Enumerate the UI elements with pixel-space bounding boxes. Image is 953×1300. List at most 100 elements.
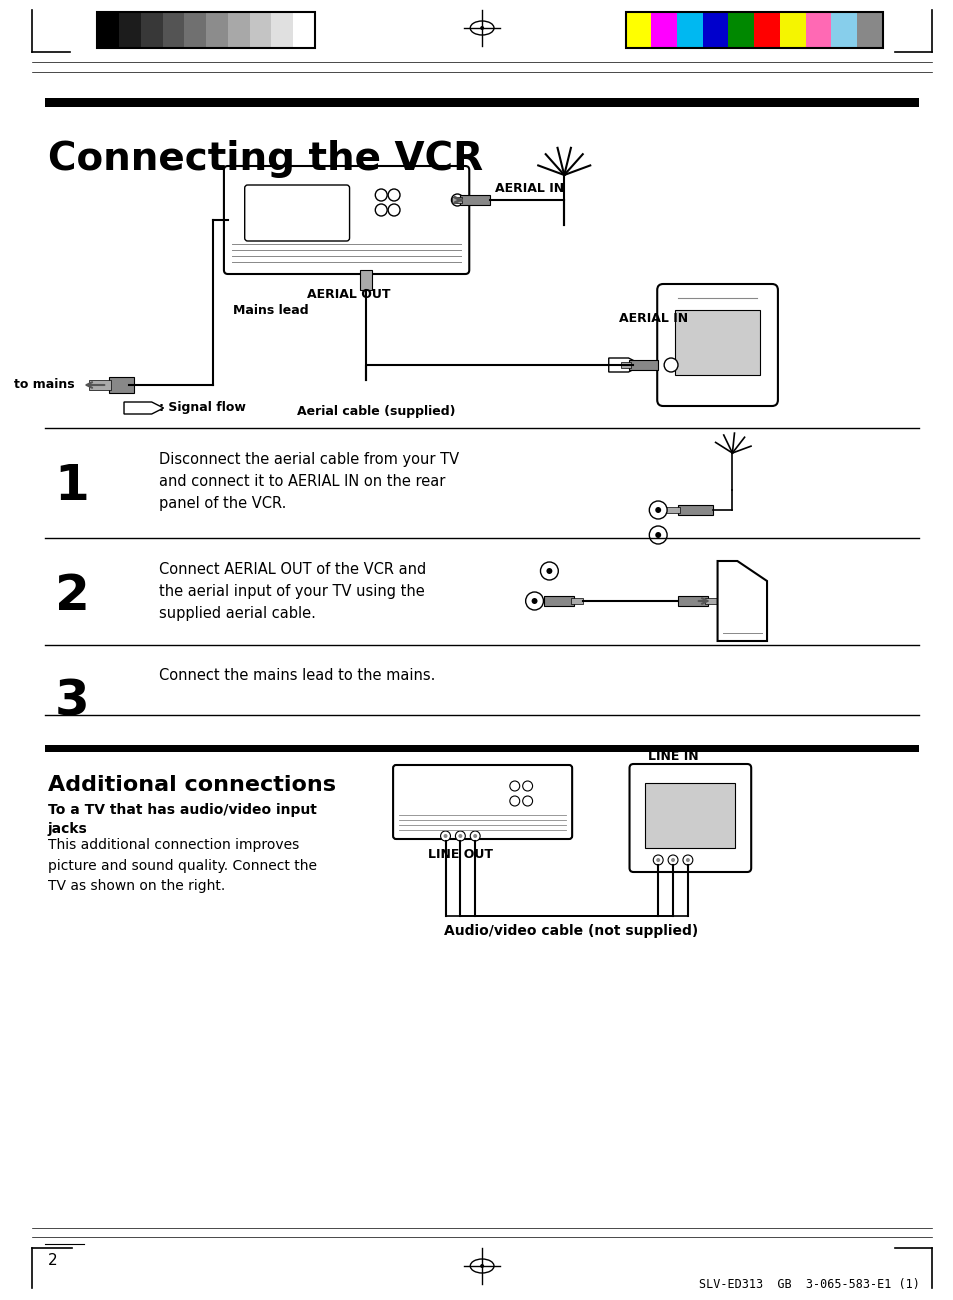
Circle shape xyxy=(473,835,476,838)
Text: Disconnect the aerial cable from your TV
and connect it to AERIAL IN on the rear: Disconnect the aerial cable from your TV… xyxy=(158,452,458,511)
Bar xyxy=(856,12,882,48)
Bar xyxy=(45,98,919,107)
Bar xyxy=(651,12,677,48)
Circle shape xyxy=(540,562,558,580)
Bar xyxy=(228,12,250,48)
Text: 2: 2 xyxy=(48,1253,57,1268)
Text: SLV-ED313  GB  3-065-583-E1 (1): SLV-ED313 GB 3-065-583-E1 (1) xyxy=(698,1278,919,1291)
Bar xyxy=(97,12,314,48)
FancyBboxPatch shape xyxy=(224,166,469,274)
Bar xyxy=(90,380,112,390)
Bar xyxy=(45,745,919,751)
Text: AERIAL OUT: AERIAL OUT xyxy=(307,289,390,302)
Bar xyxy=(141,12,162,48)
Bar xyxy=(625,12,651,48)
Text: : Signal flow: : Signal flow xyxy=(158,402,245,415)
Circle shape xyxy=(509,796,519,806)
Bar xyxy=(460,195,490,205)
Bar xyxy=(702,12,728,48)
Circle shape xyxy=(455,831,465,841)
Circle shape xyxy=(479,1264,483,1268)
Circle shape xyxy=(522,796,532,806)
Text: to mains: to mains xyxy=(14,378,74,391)
Circle shape xyxy=(525,592,543,610)
Bar xyxy=(779,12,804,48)
Circle shape xyxy=(479,26,483,30)
Bar xyxy=(678,504,712,515)
Circle shape xyxy=(531,598,537,604)
Circle shape xyxy=(670,858,675,862)
Bar xyxy=(571,598,582,604)
Text: Aerial cable (supplied): Aerial cable (supplied) xyxy=(296,406,455,419)
Bar xyxy=(620,361,630,368)
Text: 2: 2 xyxy=(54,572,90,620)
Circle shape xyxy=(375,204,387,216)
Text: Connect AERIAL OUT of the VCR and
the aerial input of your TV using the
supplied: Connect AERIAL OUT of the VCR and the ae… xyxy=(158,562,425,621)
Text: Audio/video cable (not supplied): Audio/video cable (not supplied) xyxy=(443,924,698,939)
FancyBboxPatch shape xyxy=(657,283,777,406)
Bar xyxy=(675,309,760,374)
Bar xyxy=(293,12,314,48)
Bar xyxy=(452,198,462,203)
Bar xyxy=(119,12,141,48)
Bar xyxy=(184,12,206,48)
Circle shape xyxy=(388,188,399,202)
Bar xyxy=(830,12,856,48)
Bar xyxy=(109,377,133,393)
Text: To a TV that has audio/video input
jacks: To a TV that has audio/video input jacks xyxy=(48,803,316,836)
FancyBboxPatch shape xyxy=(393,764,572,838)
Circle shape xyxy=(440,831,450,841)
Circle shape xyxy=(443,835,447,838)
Bar xyxy=(678,595,707,606)
FancyArrow shape xyxy=(608,358,641,372)
Bar xyxy=(804,12,830,48)
Bar xyxy=(677,12,702,48)
FancyBboxPatch shape xyxy=(245,185,349,240)
Text: This additional connection improves
picture and sound quality. Connect the
TV as: This additional connection improves pict… xyxy=(48,838,316,893)
Text: Mains lead: Mains lead xyxy=(233,303,308,316)
Circle shape xyxy=(656,858,659,862)
Circle shape xyxy=(667,855,678,865)
Bar xyxy=(728,12,754,48)
FancyArrow shape xyxy=(124,402,163,413)
Polygon shape xyxy=(717,562,766,641)
Bar xyxy=(704,598,716,604)
Circle shape xyxy=(653,855,662,865)
Bar xyxy=(625,12,882,48)
Bar xyxy=(162,12,184,48)
Text: Additional connections: Additional connections xyxy=(48,775,335,796)
Circle shape xyxy=(522,781,532,790)
Circle shape xyxy=(470,831,479,841)
Circle shape xyxy=(649,526,666,543)
Text: 1: 1 xyxy=(54,462,90,510)
Circle shape xyxy=(388,204,399,216)
Bar xyxy=(97,12,119,48)
Text: LINE IN: LINE IN xyxy=(647,750,698,763)
Bar xyxy=(544,595,574,606)
Circle shape xyxy=(546,568,552,575)
Bar xyxy=(754,12,779,48)
Text: Connecting the VCR: Connecting the VCR xyxy=(48,140,482,178)
Circle shape xyxy=(663,358,678,372)
Text: AERIAL IN: AERIAL IN xyxy=(495,182,563,195)
Bar xyxy=(206,12,228,48)
Text: LINE OUT: LINE OUT xyxy=(427,848,493,861)
Text: AERIAL IN: AERIAL IN xyxy=(618,312,687,325)
FancyBboxPatch shape xyxy=(629,764,750,872)
Circle shape xyxy=(451,194,463,205)
Circle shape xyxy=(509,781,519,790)
Circle shape xyxy=(685,858,689,862)
Bar xyxy=(628,360,658,370)
Bar xyxy=(360,270,372,290)
Circle shape xyxy=(457,835,462,838)
Text: Connect the mains lead to the mains.: Connect the mains lead to the mains. xyxy=(158,668,435,683)
Circle shape xyxy=(375,188,387,202)
Circle shape xyxy=(649,500,666,519)
Circle shape xyxy=(655,507,660,514)
Circle shape xyxy=(655,532,660,538)
Bar xyxy=(644,783,735,848)
Text: 3: 3 xyxy=(54,679,90,725)
Circle shape xyxy=(682,855,692,865)
Bar xyxy=(272,12,293,48)
Bar xyxy=(665,507,679,514)
